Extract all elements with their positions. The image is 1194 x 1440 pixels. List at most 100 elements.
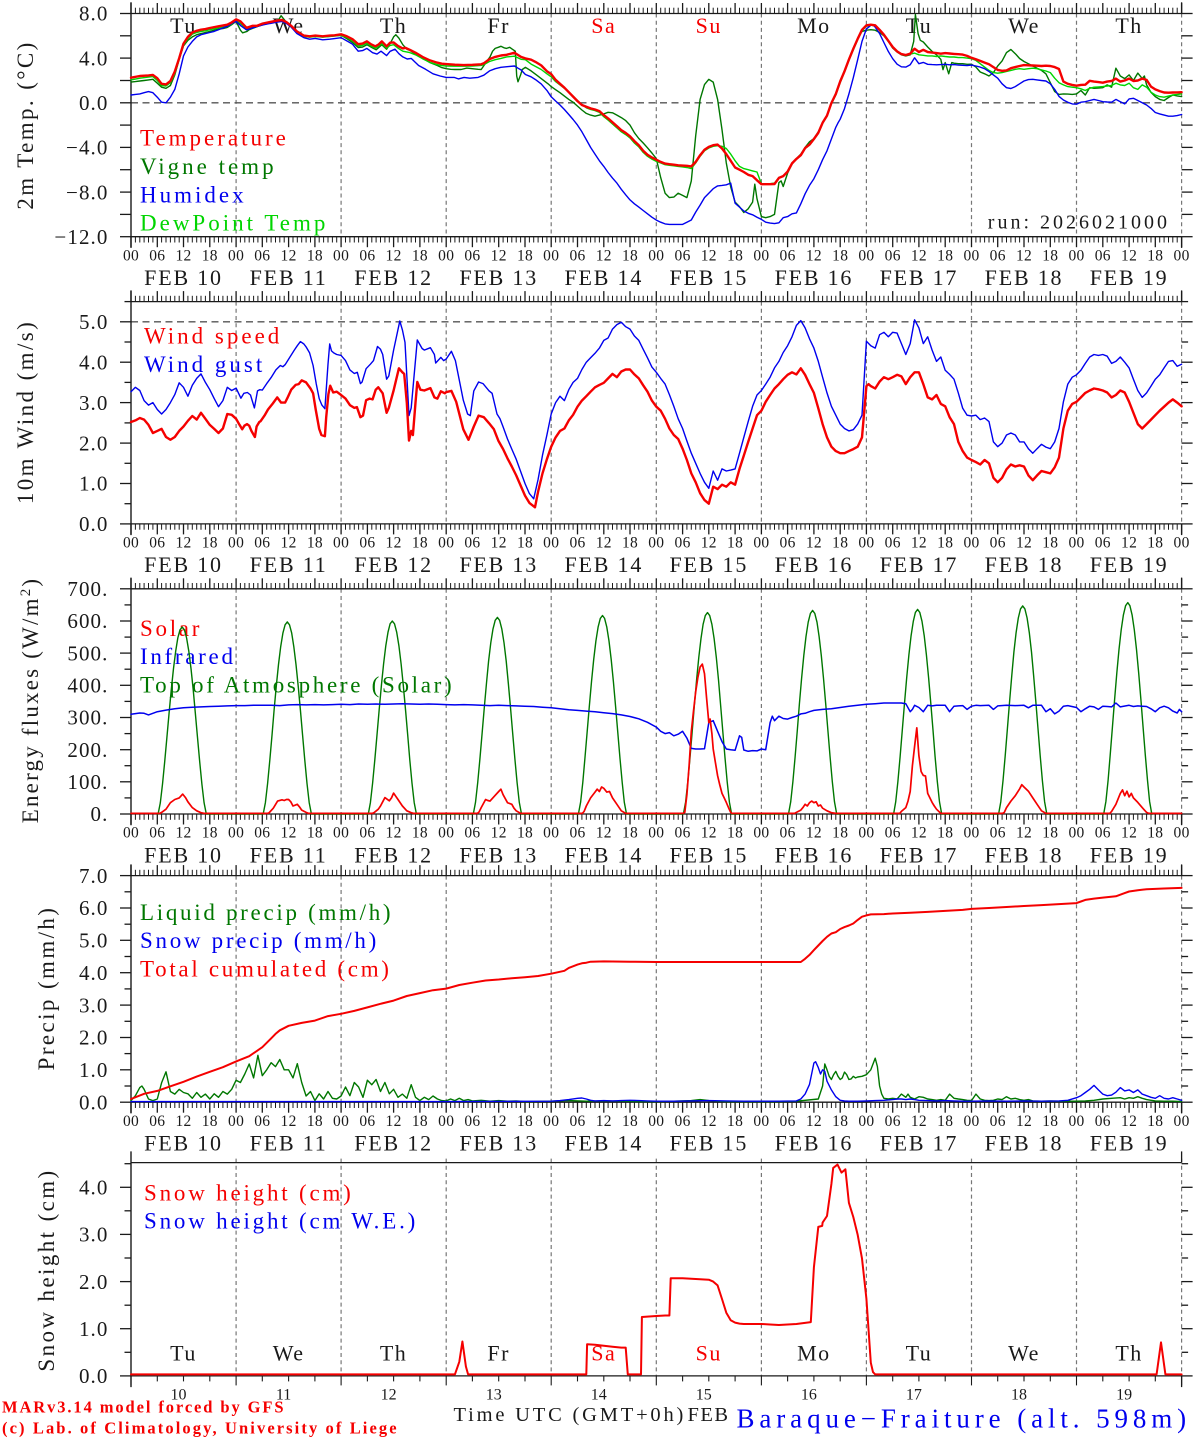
svg-text:Tu: Tu bbox=[906, 1341, 933, 1366]
svg-text:18: 18 bbox=[307, 1113, 323, 1130]
svg-text:12: 12 bbox=[1121, 535, 1137, 552]
svg-text:06: 06 bbox=[359, 247, 375, 264]
svg-text:00: 00 bbox=[963, 1113, 979, 1130]
svg-text:12: 12 bbox=[806, 1113, 822, 1130]
svg-text:00: 00 bbox=[228, 825, 244, 842]
svg-text:We: We bbox=[1008, 1341, 1040, 1366]
svg-text:Snow height (cm): Snow height (cm) bbox=[34, 1168, 59, 1371]
svg-text:00: 00 bbox=[1068, 247, 1084, 264]
svg-text:18: 18 bbox=[517, 825, 533, 842]
svg-text:18: 18 bbox=[832, 825, 848, 842]
svg-text:00: 00 bbox=[963, 247, 979, 264]
svg-text:FEB 15: FEB 15 bbox=[669, 265, 748, 290]
svg-text:Energy fluxes (W/m2): Energy fluxes (W/m2) bbox=[18, 577, 43, 824]
svg-text:0.: 0. bbox=[91, 802, 109, 826]
svg-text:18: 18 bbox=[622, 1113, 638, 1130]
svg-text:8.0: 8.0 bbox=[79, 2, 109, 26]
svg-text:18: 18 bbox=[307, 825, 323, 842]
svg-text:FEB 16: FEB 16 bbox=[775, 265, 854, 290]
svg-text:FEB 10: FEB 10 bbox=[144, 1131, 223, 1156]
svg-text:06: 06 bbox=[1095, 1113, 1111, 1130]
svg-text:12: 12 bbox=[596, 1113, 612, 1130]
svg-text:12: 12 bbox=[806, 247, 822, 264]
svg-text:FEB 15: FEB 15 bbox=[669, 842, 748, 867]
svg-text:FEB 11: FEB 11 bbox=[250, 1131, 328, 1156]
svg-text:18: 18 bbox=[832, 247, 848, 264]
svg-text:18: 18 bbox=[937, 825, 953, 842]
svg-text:00: 00 bbox=[333, 247, 349, 264]
svg-text:Fr: Fr bbox=[487, 1341, 510, 1366]
svg-text:500.: 500. bbox=[67, 641, 108, 665]
svg-text:19: 19 bbox=[1116, 1387, 1132, 1404]
svg-text:18: 18 bbox=[1147, 247, 1163, 264]
svg-text:00: 00 bbox=[1174, 825, 1190, 842]
svg-text:06: 06 bbox=[149, 825, 165, 842]
svg-text:06: 06 bbox=[254, 535, 270, 552]
svg-text:00: 00 bbox=[1174, 247, 1190, 264]
svg-text:18: 18 bbox=[622, 825, 638, 842]
svg-text:18: 18 bbox=[727, 1113, 743, 1130]
svg-text:06: 06 bbox=[675, 247, 691, 264]
svg-text:FEB 11: FEB 11 bbox=[250, 265, 328, 290]
svg-text:Sa: Sa bbox=[591, 13, 616, 38]
svg-text:06: 06 bbox=[359, 1113, 375, 1130]
svg-text:06: 06 bbox=[780, 535, 796, 552]
svg-text:4.0: 4.0 bbox=[79, 350, 109, 374]
svg-text:06: 06 bbox=[569, 1113, 585, 1130]
svg-text:12: 12 bbox=[491, 1113, 507, 1130]
svg-text:FEB 14: FEB 14 bbox=[564, 1131, 643, 1156]
svg-text:00: 00 bbox=[648, 825, 664, 842]
svg-text:12: 12 bbox=[1016, 535, 1032, 552]
svg-text:00: 00 bbox=[753, 247, 769, 264]
svg-text:06: 06 bbox=[990, 825, 1006, 842]
svg-text:14: 14 bbox=[591, 1387, 607, 1404]
svg-text:12: 12 bbox=[911, 535, 927, 552]
svg-text:Precip (mm/h): Precip (mm/h) bbox=[34, 906, 59, 1071]
svg-text:−12.0: −12.0 bbox=[54, 225, 108, 249]
svg-text:Th: Th bbox=[1115, 1341, 1142, 1366]
svg-text:00: 00 bbox=[753, 1113, 769, 1130]
svg-text:06: 06 bbox=[569, 247, 585, 264]
svg-text:12: 12 bbox=[596, 825, 612, 842]
svg-text:06: 06 bbox=[885, 535, 901, 552]
svg-text:Mo: Mo bbox=[797, 13, 831, 38]
svg-text:600.: 600. bbox=[67, 609, 108, 633]
svg-text:12: 12 bbox=[596, 535, 612, 552]
svg-text:FEB 10: FEB 10 bbox=[144, 265, 223, 290]
svg-text:FEB 19: FEB 19 bbox=[1090, 265, 1169, 290]
svg-text:12: 12 bbox=[1121, 1113, 1137, 1130]
svg-text:12: 12 bbox=[701, 535, 717, 552]
svg-text:00: 00 bbox=[1068, 825, 1084, 842]
svg-text:FEB 14: FEB 14 bbox=[564, 842, 643, 867]
svg-text:00: 00 bbox=[648, 535, 664, 552]
svg-text:00: 00 bbox=[123, 825, 139, 842]
svg-text:12: 12 bbox=[701, 247, 717, 264]
svg-text:06: 06 bbox=[885, 1113, 901, 1130]
svg-text:12: 12 bbox=[381, 1387, 397, 1404]
svg-text:18: 18 bbox=[1042, 1113, 1058, 1130]
svg-text:00: 00 bbox=[858, 247, 874, 264]
svg-text:12: 12 bbox=[596, 247, 612, 264]
svg-text:Fr: Fr bbox=[487, 13, 510, 38]
svg-text:FEB 17: FEB 17 bbox=[880, 842, 959, 867]
svg-text:12: 12 bbox=[281, 535, 297, 552]
svg-text:3.0: 3.0 bbox=[79, 993, 109, 1017]
svg-text:10: 10 bbox=[171, 1387, 187, 1404]
svg-text:12: 12 bbox=[175, 1113, 191, 1130]
svg-text:Tu: Tu bbox=[170, 1341, 197, 1366]
svg-text:12: 12 bbox=[175, 535, 191, 552]
svg-text:200.: 200. bbox=[67, 738, 108, 762]
svg-text:Solar: Solar bbox=[140, 616, 202, 641]
svg-text:Temperature: Temperature bbox=[140, 126, 289, 151]
svg-text:18: 18 bbox=[937, 1113, 953, 1130]
svg-text:12: 12 bbox=[701, 825, 717, 842]
svg-text:06: 06 bbox=[359, 825, 375, 842]
svg-text:18: 18 bbox=[517, 247, 533, 264]
svg-text:18: 18 bbox=[202, 825, 218, 842]
svg-text:(c) Lab. of Climatology, Unive: (c) Lab. of Climatology, University of L… bbox=[2, 1419, 399, 1438]
svg-text:0.0: 0.0 bbox=[79, 512, 109, 536]
svg-text:00: 00 bbox=[333, 825, 349, 842]
svg-text:18: 18 bbox=[202, 1113, 218, 1130]
svg-text:00: 00 bbox=[1068, 535, 1084, 552]
svg-text:06: 06 bbox=[464, 1113, 480, 1130]
